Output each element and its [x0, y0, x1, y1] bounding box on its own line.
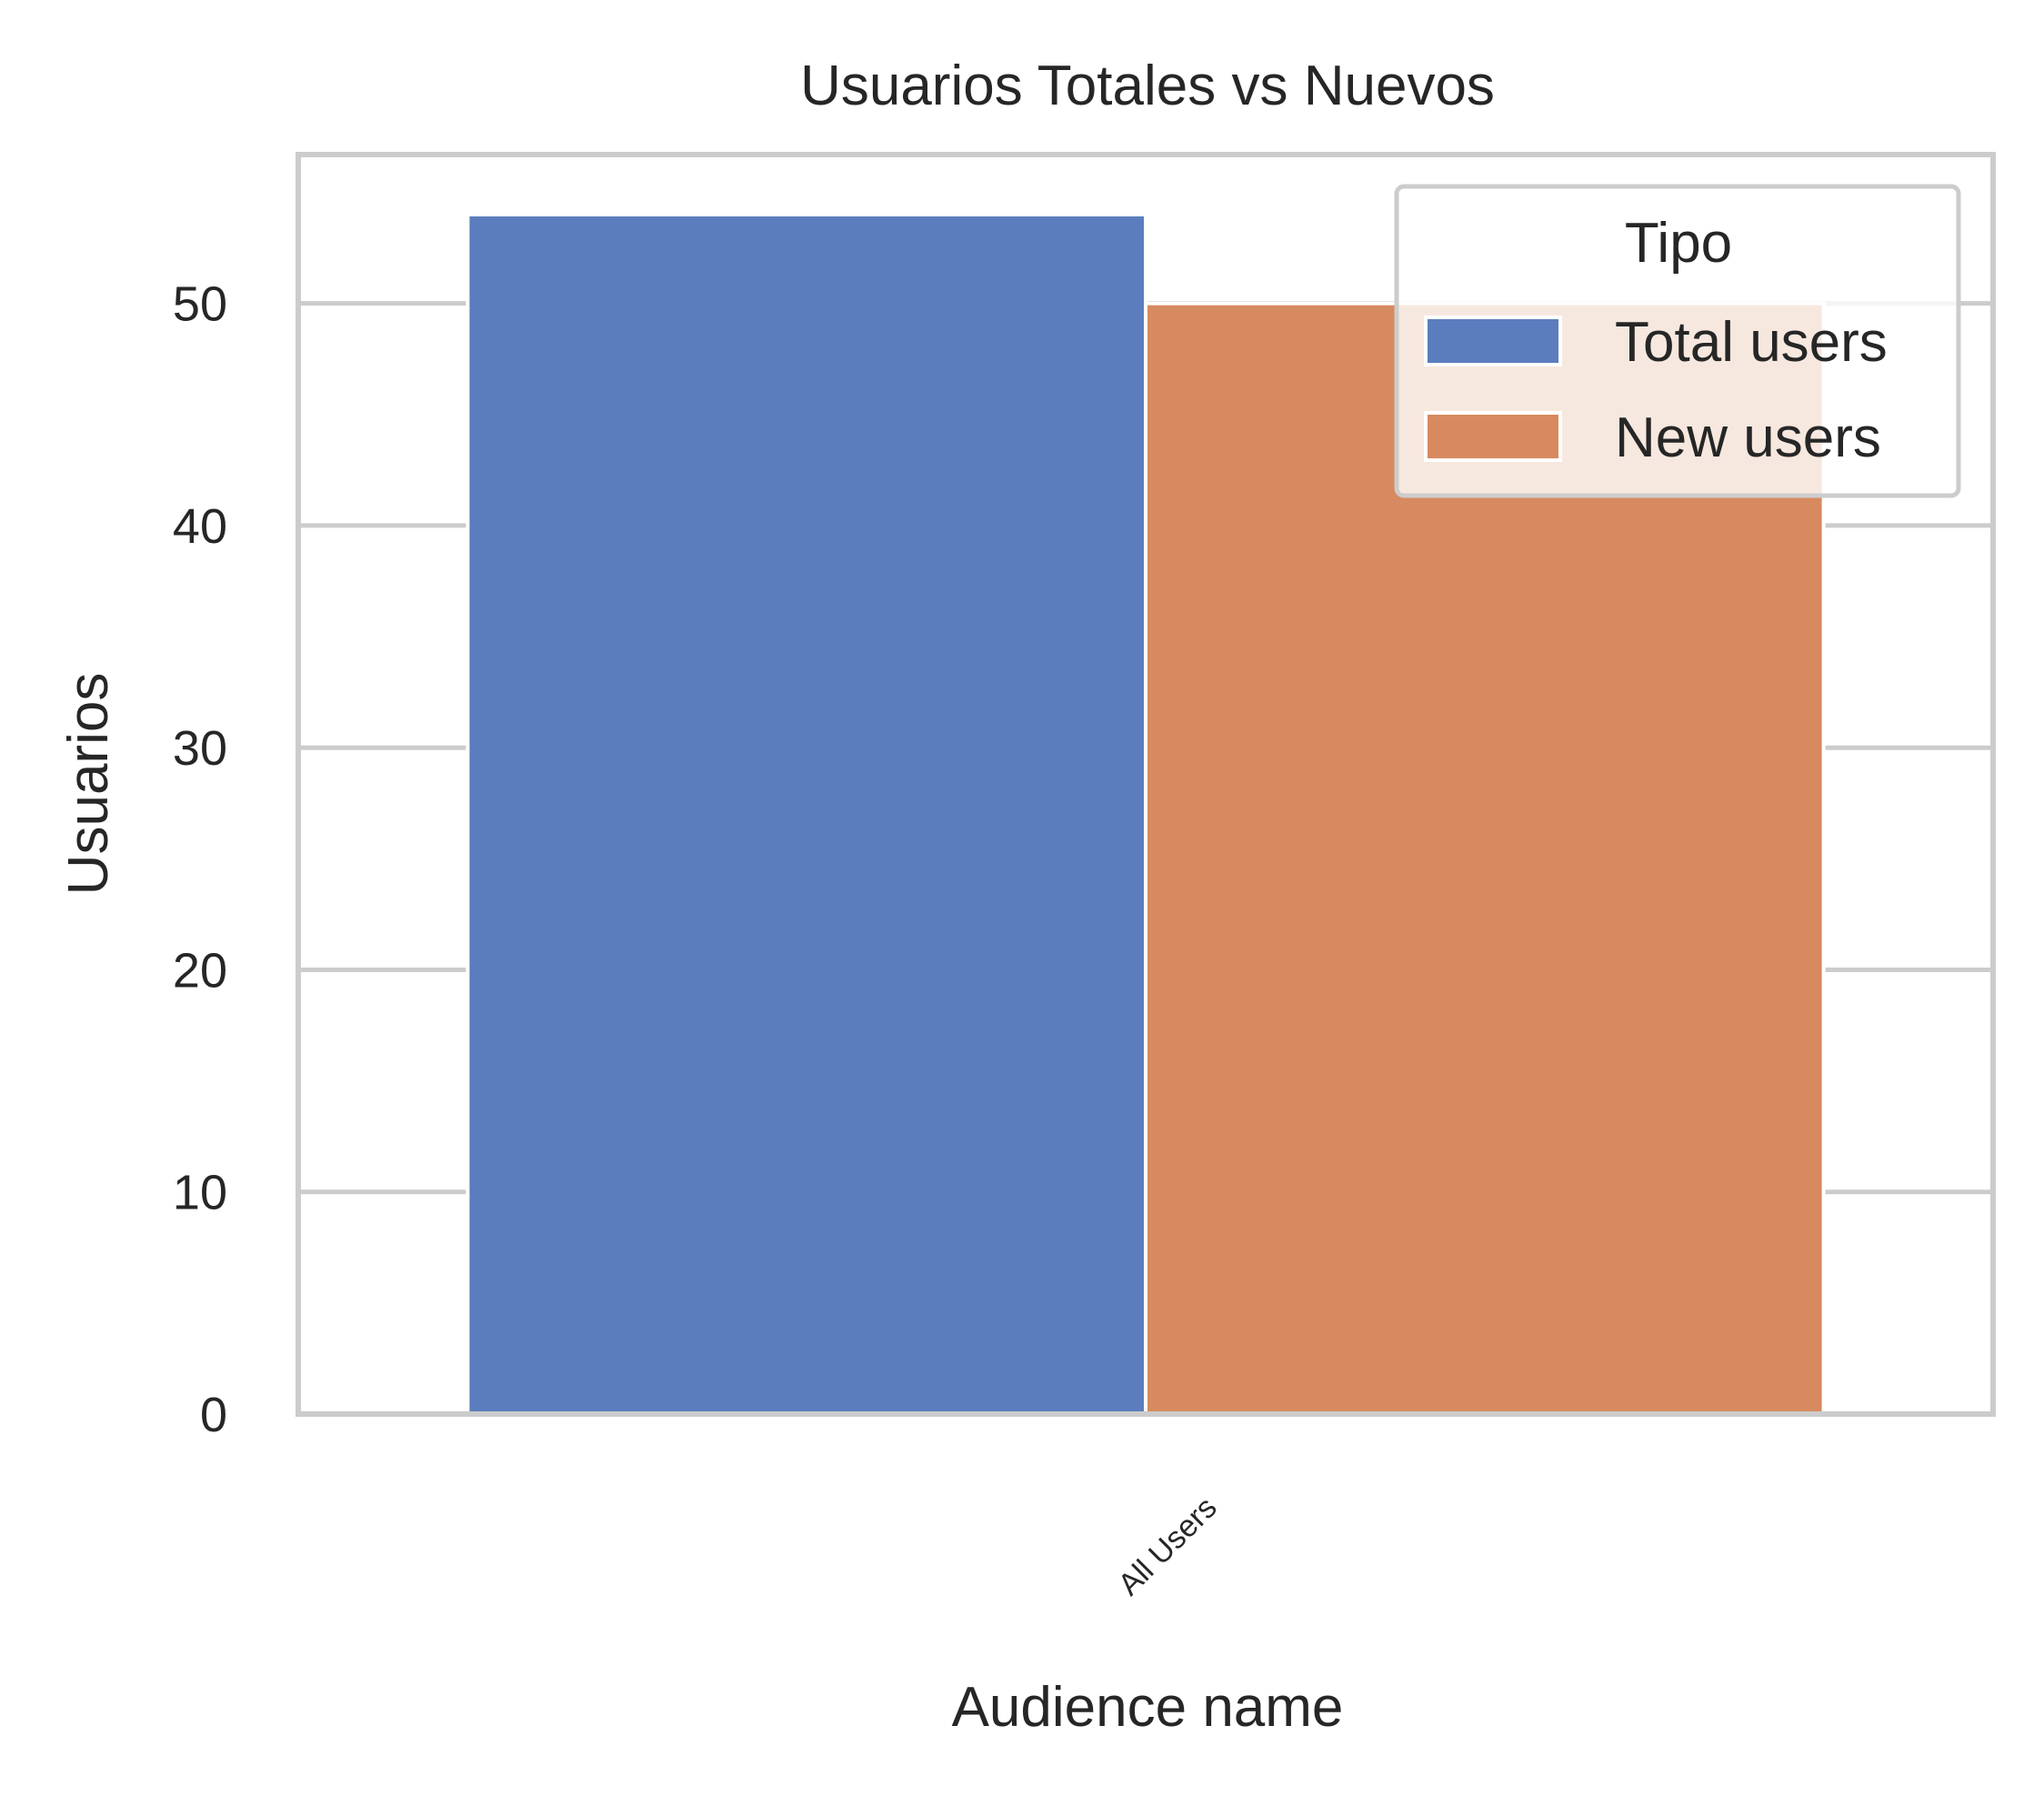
chart-title: Usuarios Totales vs Nuevos: [800, 55, 1495, 117]
y-tick-label: 50: [173, 277, 227, 332]
legend-title: Tipo: [1625, 212, 1732, 275]
x-tick-labels: All Users: [1112, 1490, 1224, 1602]
y-axis-label: Usuarios: [57, 673, 120, 896]
bars: [466, 212, 1826, 1416]
legend-swatch: [1424, 411, 1562, 462]
legend: Tipo Total users New users: [1394, 184, 1961, 498]
y-tick-label: 40: [173, 499, 227, 554]
legend-items: Total users New users: [1424, 311, 1888, 469]
y-tick-label: 10: [173, 1166, 227, 1220]
bar-total-users: [466, 212, 1147, 1416]
legend-label: Total users: [1615, 311, 1888, 374]
x-axis-label: Audience name: [952, 1676, 1344, 1739]
plot-frame: [296, 152, 1996, 1417]
legend-label: New users: [1615, 406, 1881, 469]
legend-swatch: [1424, 316, 1562, 366]
y-tick-label: 20: [173, 943, 227, 998]
y-tick-label: 30: [173, 721, 227, 776]
x-tick-label: All Users: [1112, 1490, 1224, 1602]
y-tick-labels: 0 10 20 30 40 50: [173, 277, 227, 1442]
y-tick-label: 0: [200, 1388, 227, 1442]
